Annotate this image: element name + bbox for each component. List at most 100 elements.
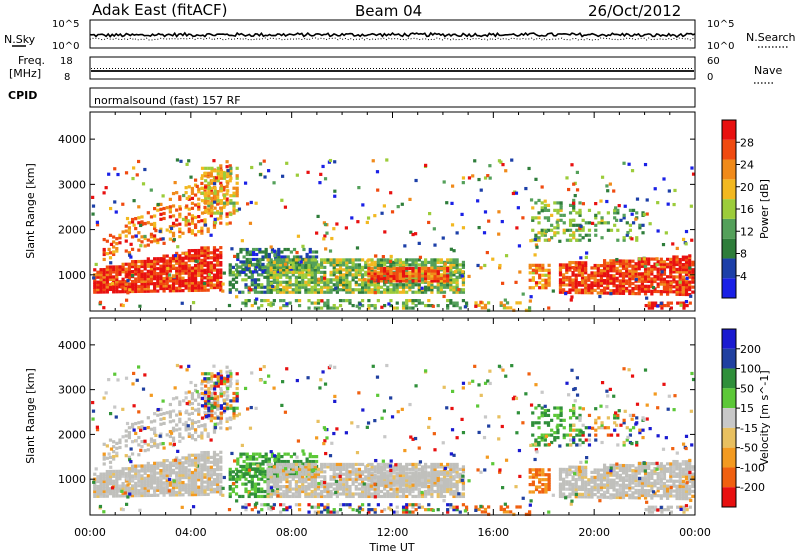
velocity-cell	[204, 397, 207, 400]
velocity-cell	[352, 492, 355, 495]
velocity-cell	[217, 417, 220, 420]
power-cell	[530, 198, 533, 201]
power-cell	[535, 246, 538, 249]
power-cell	[175, 218, 178, 221]
power-cell	[468, 176, 471, 179]
power-cell	[630, 237, 633, 240]
velocity-cell	[96, 475, 99, 478]
velocity-cell	[216, 473, 219, 476]
power-cell	[238, 207, 241, 210]
velocity-cell	[175, 396, 178, 399]
power-cell	[178, 213, 181, 216]
velocity-cell	[137, 421, 140, 424]
velocity-cell	[345, 463, 348, 466]
velocity-cell	[200, 451, 203, 454]
power-cell	[650, 290, 653, 293]
power-cell	[243, 260, 246, 263]
power-cell	[115, 247, 118, 250]
power-cell	[175, 209, 178, 212]
power-cell	[249, 258, 252, 261]
power-cell	[483, 264, 486, 267]
power-cell	[285, 162, 288, 165]
power-cell	[225, 212, 228, 215]
velocity-cell	[210, 456, 213, 459]
velocity-cell	[156, 414, 159, 417]
power-cell	[217, 167, 220, 170]
power-cell	[380, 258, 383, 261]
power-cell	[172, 232, 175, 235]
power-cell	[103, 248, 106, 251]
power-cell	[575, 261, 578, 264]
power-cell	[553, 209, 556, 212]
power-cell	[424, 286, 427, 289]
power-cell	[125, 235, 128, 238]
power-cell	[223, 194, 226, 197]
velocity-cell	[352, 463, 355, 466]
velocity-cell	[191, 471, 194, 474]
velocity-cell	[169, 435, 172, 438]
power-cell	[263, 286, 266, 289]
power-cell	[358, 263, 361, 266]
power-cell	[476, 199, 479, 202]
velocity-cell	[131, 484, 134, 487]
power-cell	[150, 188, 153, 191]
power-cell	[638, 257, 641, 260]
velocity-cell	[166, 464, 169, 467]
power-cell	[243, 248, 246, 251]
velocity-cell	[263, 480, 266, 483]
power-cell	[232, 283, 235, 286]
power-cell	[399, 291, 402, 294]
velocity-cell	[207, 451, 210, 454]
power-cell	[636, 198, 639, 201]
velocity-cell	[243, 460, 246, 463]
power-cell	[456, 302, 459, 305]
power-cell	[213, 201, 216, 204]
power-cell	[191, 202, 194, 205]
power-cell	[575, 239, 578, 242]
power-cell	[348, 299, 351, 302]
power-cell	[124, 287, 127, 290]
power-cell	[214, 197, 217, 200]
power-cell	[178, 228, 181, 231]
power-cell	[336, 258, 339, 261]
velocity-cell	[128, 467, 131, 470]
power-cell	[118, 265, 121, 268]
velocity-cell	[219, 465, 222, 468]
power-cell	[309, 248, 312, 251]
power-cell	[99, 301, 102, 304]
power-cell	[459, 306, 462, 309]
power-cell	[679, 304, 682, 307]
power-cell	[437, 267, 440, 270]
velocity-cell	[229, 382, 232, 385]
power-cell	[289, 266, 292, 269]
power-cell	[345, 258, 348, 261]
power-cell	[144, 272, 147, 275]
power-cell	[91, 196, 94, 199]
power-cell	[666, 280, 669, 283]
velocity-cell	[276, 478, 279, 481]
power-cell	[292, 271, 295, 274]
velocity-cell	[355, 485, 358, 488]
velocity-cell	[329, 463, 332, 466]
velocity-cell	[172, 397, 175, 400]
power-cell	[537, 199, 540, 202]
velocity-cell	[276, 490, 279, 493]
velocity-cell	[128, 487, 131, 490]
velocity-cell	[156, 476, 159, 479]
power-cell	[585, 234, 588, 237]
power-cell	[679, 258, 682, 261]
power-cell	[380, 291, 383, 294]
velocity-cell	[287, 460, 290, 463]
velocity-cell	[169, 420, 172, 423]
velocity-cell	[194, 428, 197, 431]
velocity-cell	[210, 480, 213, 483]
nsearch-tick-top: 10^5	[707, 19, 734, 30]
power-cell	[456, 258, 459, 261]
power-cell	[686, 277, 689, 280]
power-cell	[603, 259, 606, 262]
nsky-tick-bottom: 10^0	[52, 41, 79, 52]
power-cell	[498, 159, 501, 162]
power-cell	[385, 158, 388, 161]
power-cell	[339, 288, 342, 291]
power-cell	[402, 267, 405, 270]
